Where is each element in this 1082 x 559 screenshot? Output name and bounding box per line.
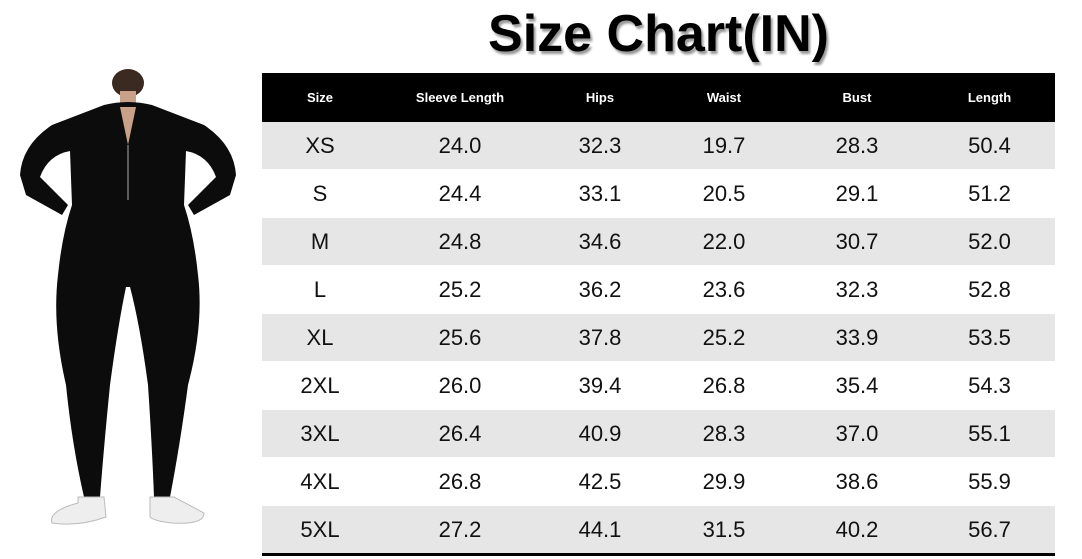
measure-cell: 52.8 [924,265,1055,314]
column-header: Length [924,73,1055,122]
measure-cell: 29.9 [658,457,790,506]
measure-cell: 32.3 [790,265,924,314]
measure-cell: 23.6 [658,265,790,314]
measure-cell: 26.8 [658,361,790,410]
size-cell: 5XL [262,505,378,555]
measure-cell: 40.2 [790,505,924,555]
measure-cell: 55.1 [924,409,1055,458]
neckline [120,107,136,145]
measure-cell: 24.4 [378,169,542,218]
measure-cell: 33.1 [542,169,658,218]
measure-cell: 25.6 [378,313,542,362]
table-header: Size Sleeve Length Hips Waist Bust Length [262,73,1055,122]
measure-cell: 37.0 [790,409,924,458]
measure-cell: 27.2 [378,505,542,555]
measure-cell: 42.5 [542,457,658,506]
measure-cell: 29.1 [790,169,924,218]
measure-cell: 19.7 [658,122,790,170]
measure-cell: 56.7 [924,505,1055,555]
table-row: 5XL 27.2 44.1 31.5 40.2 56.7 [262,505,1055,555]
table-row: M 24.8 34.6 22.0 30.7 52.0 [262,217,1055,266]
size-cell: S [262,169,378,218]
measure-cell: 36.2 [542,265,658,314]
right-shoe [149,496,205,524]
size-cell: XS [262,122,378,170]
measure-cell: 40.9 [542,409,658,458]
measure-cell: 30.7 [790,217,924,266]
table-row: 4XL 26.8 42.5 29.9 38.6 55.9 [262,457,1055,506]
left-shoe [51,496,107,525]
column-header: Sleeve Length [378,73,542,122]
table-row: L 25.2 36.2 23.6 32.3 52.8 [262,265,1055,314]
measure-cell: 32.3 [542,122,658,170]
column-header: Waist [658,73,790,122]
measure-cell: 37.8 [542,313,658,362]
column-header: Hips [542,73,658,122]
table-body: XS 24.0 32.3 19.7 28.3 50.4 S 24.4 33.1 20.5 29.1 5… [262,122,1055,555]
size-cell: M [262,217,378,266]
measure-cell: 52.0 [924,217,1055,266]
measure-cell: 35.4 [790,361,924,410]
size-table: Size Sleeve Length Hips Waist Bust Length XS 2… [262,73,1055,556]
measure-cell: 33.9 [790,313,924,362]
size-cell: 2XL [262,361,378,410]
column-header: Size [262,73,378,122]
model-figure [20,69,236,525]
measure-cell: 26.4 [378,409,542,458]
measure-cell: 39.4 [542,361,658,410]
measure-cell: 25.2 [658,313,790,362]
table-row: XL 25.6 37.8 25.2 33.9 53.5 [262,313,1055,362]
header-row: Size Sleeve Length Hips Waist Bust Length [262,73,1055,122]
measure-cell: 26.8 [378,457,542,506]
measure-cell: 22.0 [658,217,790,266]
size-cell: XL [262,313,378,362]
measure-cell: 38.6 [790,457,924,506]
measure-cell: 53.5 [924,313,1055,362]
measure-cell: 31.5 [658,505,790,555]
measure-cell: 55.9 [924,457,1055,506]
table-row: 3XL 26.4 40.9 28.3 37.0 55.1 [262,409,1055,458]
measure-cell: 44.1 [542,505,658,555]
measure-cell: 24.8 [378,217,542,266]
jumpsuit [20,102,236,497]
hair [112,69,144,97]
measure-cell: 51.2 [924,169,1055,218]
measure-cell: 25.2 [378,265,542,314]
measure-cell: 54.3 [924,361,1055,410]
measure-cell: 24.0 [378,122,542,170]
size-cell: 4XL [262,457,378,506]
measure-cell: 50.4 [924,122,1055,170]
title: Size Chart(IN) [488,5,829,63]
measure-cell: 28.3 [658,409,790,458]
measure-cell: 20.5 [658,169,790,218]
column-header: Bust [790,73,924,122]
table-row: 2XL 26.0 39.4 26.8 35.4 54.3 [262,361,1055,410]
measure-cell: 26.0 [378,361,542,410]
size-cell: 3XL [262,409,378,458]
measure-cell: 34.6 [542,217,658,266]
table-row: S 24.4 33.1 20.5 29.1 51.2 [262,169,1055,218]
table-row: XS 24.0 32.3 19.7 28.3 50.4 [262,122,1055,170]
size-cell: L [262,265,378,314]
measure-cell: 28.3 [790,122,924,170]
